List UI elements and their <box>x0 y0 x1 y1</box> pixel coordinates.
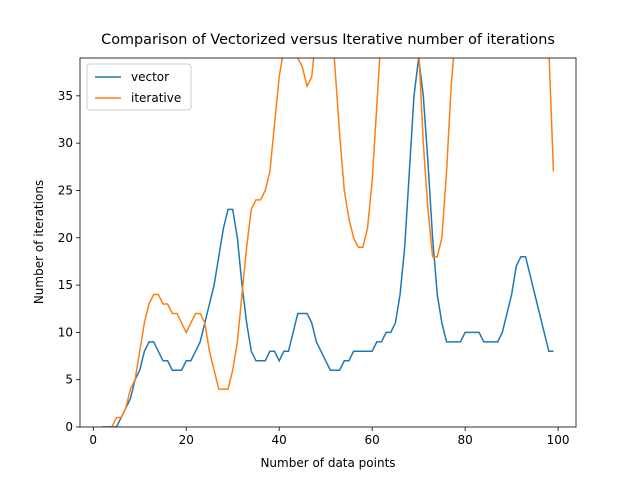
chart-title: Comparison of Vectorized versus Iterativ… <box>101 32 555 48</box>
y-tick-label: 30 <box>58 136 73 150</box>
plot-lines <box>102 58 555 427</box>
y-axis-label: Number of iterations <box>32 180 46 304</box>
legend-label: vector <box>131 70 169 84</box>
x-tick-label: 60 <box>365 433 380 447</box>
x-tick-label: 80 <box>457 433 472 447</box>
x-tick-label: 20 <box>179 433 194 447</box>
legend-label: iterative <box>131 91 181 105</box>
y-tick-label: 20 <box>58 231 73 245</box>
y-tick-label: 15 <box>58 278 73 292</box>
plot-frame <box>79 57 577 428</box>
y-tick-label: 5 <box>65 373 73 387</box>
x-tick-label: 40 <box>272 433 287 447</box>
y-tick-label: 0 <box>65 420 73 434</box>
x-tick-label: 100 <box>547 433 570 447</box>
y-tick-label: 10 <box>58 325 73 339</box>
y-tick-label: 35 <box>58 89 73 103</box>
y-tick-label: 25 <box>58 183 73 197</box>
series-line <box>102 58 555 427</box>
series-line <box>102 58 554 427</box>
x-tick-label: 0 <box>89 433 97 447</box>
x-axis-label: Number of data points <box>260 456 395 470</box>
